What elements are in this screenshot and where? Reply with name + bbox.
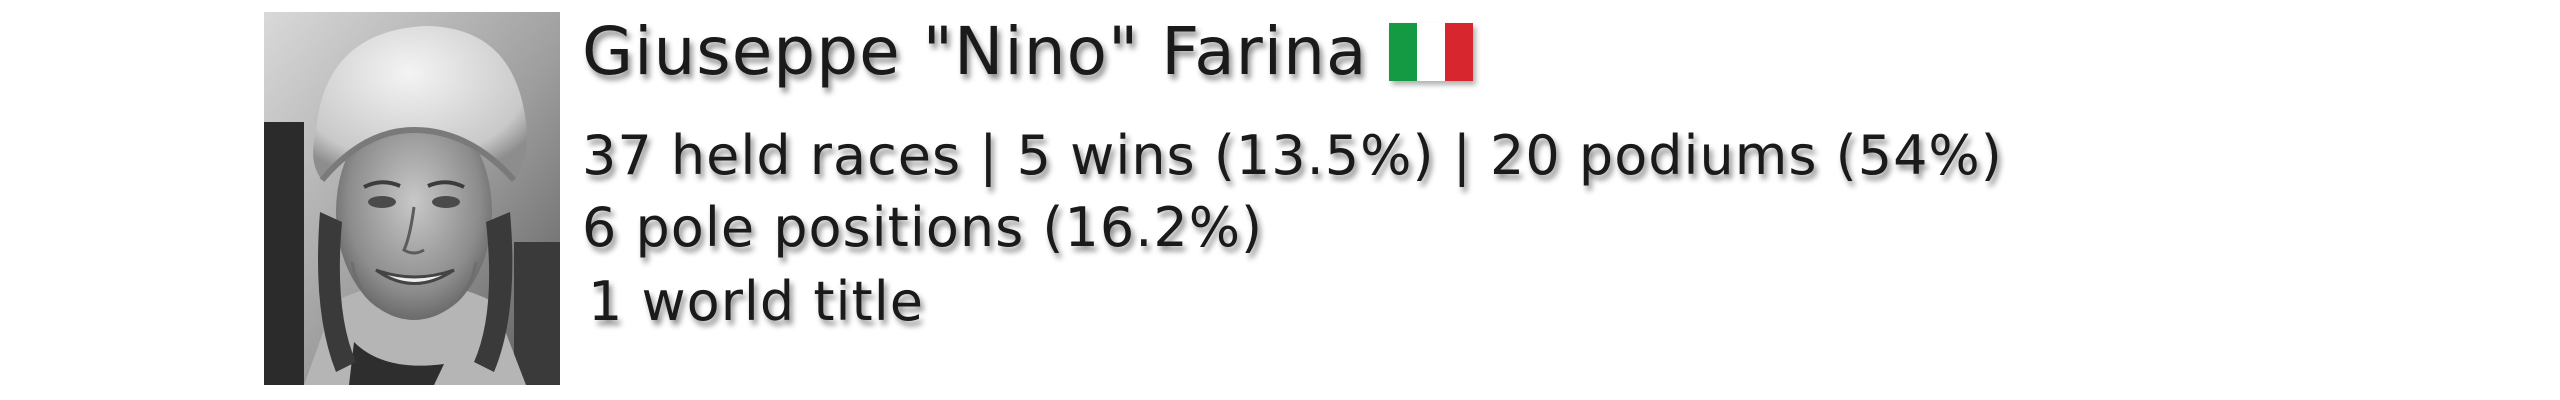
driver-photo (264, 12, 560, 385)
flag-red-stripe (1445, 23, 1474, 81)
flag-white-stripe (1417, 23, 1446, 81)
stats-pole-positions: 6 pole positions (16.2%) (582, 196, 1264, 259)
driver-name: Giuseppe "Nino" Farina (582, 13, 1368, 90)
flag-green-stripe (1389, 23, 1418, 81)
stats-races-wins-podiums: 37 held races | 5 wins (13.5%) | 20 podi… (582, 124, 2003, 187)
stats-world-titles: 1 world title (588, 270, 924, 333)
italy-flag-icon (1389, 23, 1474, 81)
driver-portrait-image (264, 12, 560, 385)
name-row: Giuseppe "Nino" Farina (582, 12, 1474, 92)
